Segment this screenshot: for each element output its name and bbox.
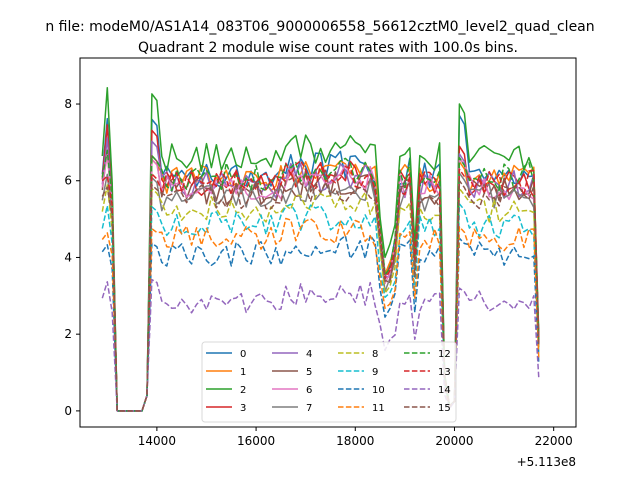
chart-title: Quadrant 2 module wise count rates with … — [138, 40, 518, 56]
series-line-6 — [101, 153, 540, 412]
legend-label-12: 12 — [438, 349, 451, 360]
x-tick-label: 20000 — [435, 434, 473, 448]
series-line-13 — [101, 159, 540, 412]
series-line-10 — [101, 234, 540, 412]
legend-label-5: 5 — [306, 367, 312, 378]
axes-frame — [79, 57, 577, 428]
series-line-9 — [101, 203, 540, 412]
y-tick-label: 2 — [64, 327, 72, 341]
y-axis-ticks: 0 2 4 6 8 — [64, 97, 80, 418]
legend-label-13: 13 — [438, 367, 451, 378]
y-tick-label: 6 — [64, 174, 72, 188]
legend-label-10: 10 — [372, 385, 385, 396]
x-axis-offset-label: +5.113e8 — [517, 455, 576, 469]
legend-label-6: 6 — [306, 385, 312, 396]
legend-label-15: 15 — [438, 403, 451, 414]
series-line-14 — [101, 278, 540, 412]
x-tick-label: 16000 — [237, 434, 275, 448]
figure-suptitle: n file: modeM0/AS1A14_083T06_9000006558_… — [45, 19, 594, 35]
legend-box — [201, 341, 457, 423]
legend-label-2: 2 — [240, 385, 246, 396]
x-tick-label: 18000 — [336, 434, 374, 448]
legend-label-4: 4 — [306, 349, 312, 360]
legend-label-11: 11 — [372, 403, 385, 414]
y-tick-label: 0 — [64, 404, 72, 418]
legend-label-14: 14 — [438, 385, 451, 396]
legend-label-0: 0 — [240, 349, 246, 360]
legend-label-9: 9 — [372, 367, 378, 378]
x-tick-label: 14000 — [138, 434, 176, 448]
y-tick-label: 4 — [64, 250, 72, 264]
y-tick-label: 8 — [64, 97, 72, 111]
legend-label-7: 7 — [306, 403, 312, 414]
legend-label-8: 8 — [372, 349, 378, 360]
series-layer — [101, 86, 540, 412]
legend-label-1: 1 — [240, 367, 246, 378]
series-line-2 — [101, 86, 540, 412]
x-axis-ticks: 14000 16000 18000 20000 22000 — [138, 427, 573, 448]
series-line-1 — [101, 154, 540, 412]
series-line-15 — [101, 174, 540, 412]
x-tick-label: 22000 — [535, 434, 573, 448]
legend-label-3: 3 — [240, 403, 246, 414]
series-line-11 — [101, 217, 540, 412]
series-line-8 — [101, 184, 540, 412]
series-line-12 — [101, 149, 540, 412]
